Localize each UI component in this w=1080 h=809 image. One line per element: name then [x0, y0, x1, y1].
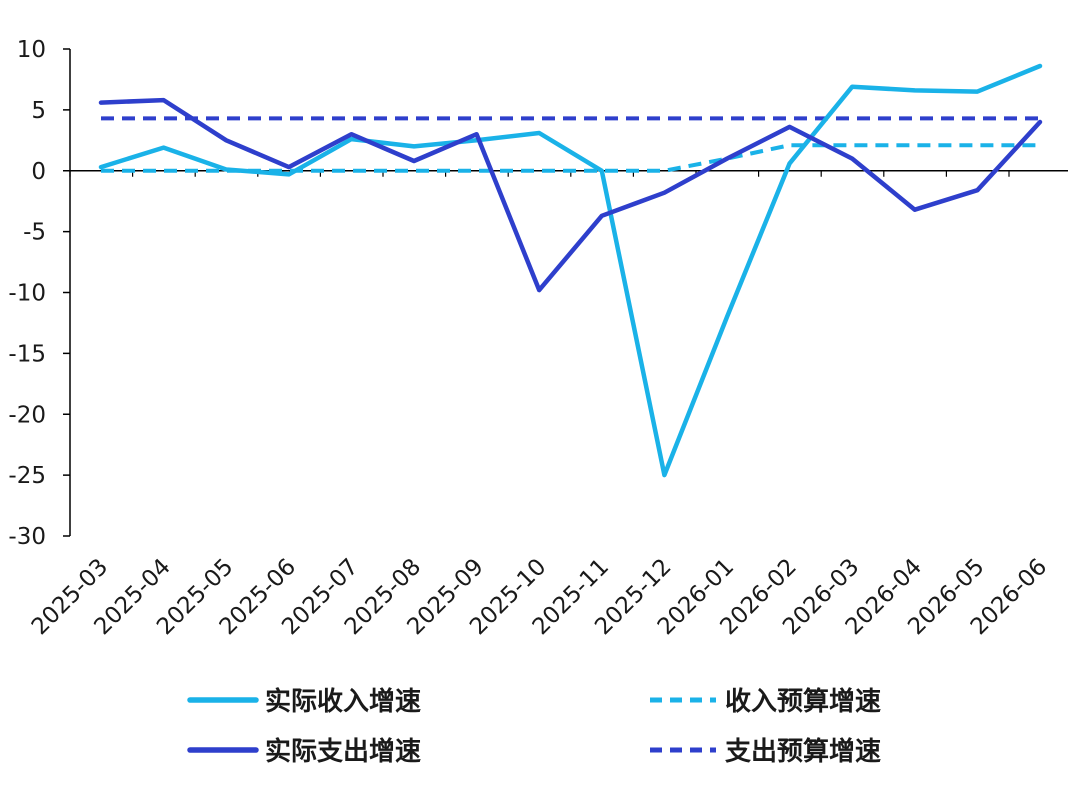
y-tick-label: -5	[23, 220, 46, 246]
legend-label: 支出预算增速	[725, 736, 881, 767]
legend-label: 实际支出增速	[265, 736, 421, 767]
y-tick-label: -10	[8, 281, 46, 307]
series-lines	[98, 63, 1043, 478]
legend-item: 实际支出增速	[187, 736, 421, 767]
legend-item: 实际收入增速	[187, 686, 421, 717]
legend-item: 收入预算增速	[650, 686, 881, 717]
y-tick-label: 5	[31, 98, 46, 124]
y-tick-label: -25	[8, 463, 46, 489]
series-line-0	[98, 63, 1043, 478]
legend-label: 收入预算增速	[725, 686, 881, 717]
y-tick-label: 10	[17, 37, 46, 63]
y-tick-label: -20	[8, 402, 46, 428]
y-tick-label: 0	[31, 159, 46, 185]
axes: 1050-5-10-15-20-25-302025-032025-042025-…	[8, 37, 1068, 640]
y-tick-label: -30	[8, 524, 46, 550]
y-tick-label: -15	[8, 341, 46, 367]
legend-label: 实际收入增速	[265, 686, 421, 717]
legend-item: 支出预算增速	[650, 736, 881, 767]
series-line-2	[98, 97, 1043, 293]
